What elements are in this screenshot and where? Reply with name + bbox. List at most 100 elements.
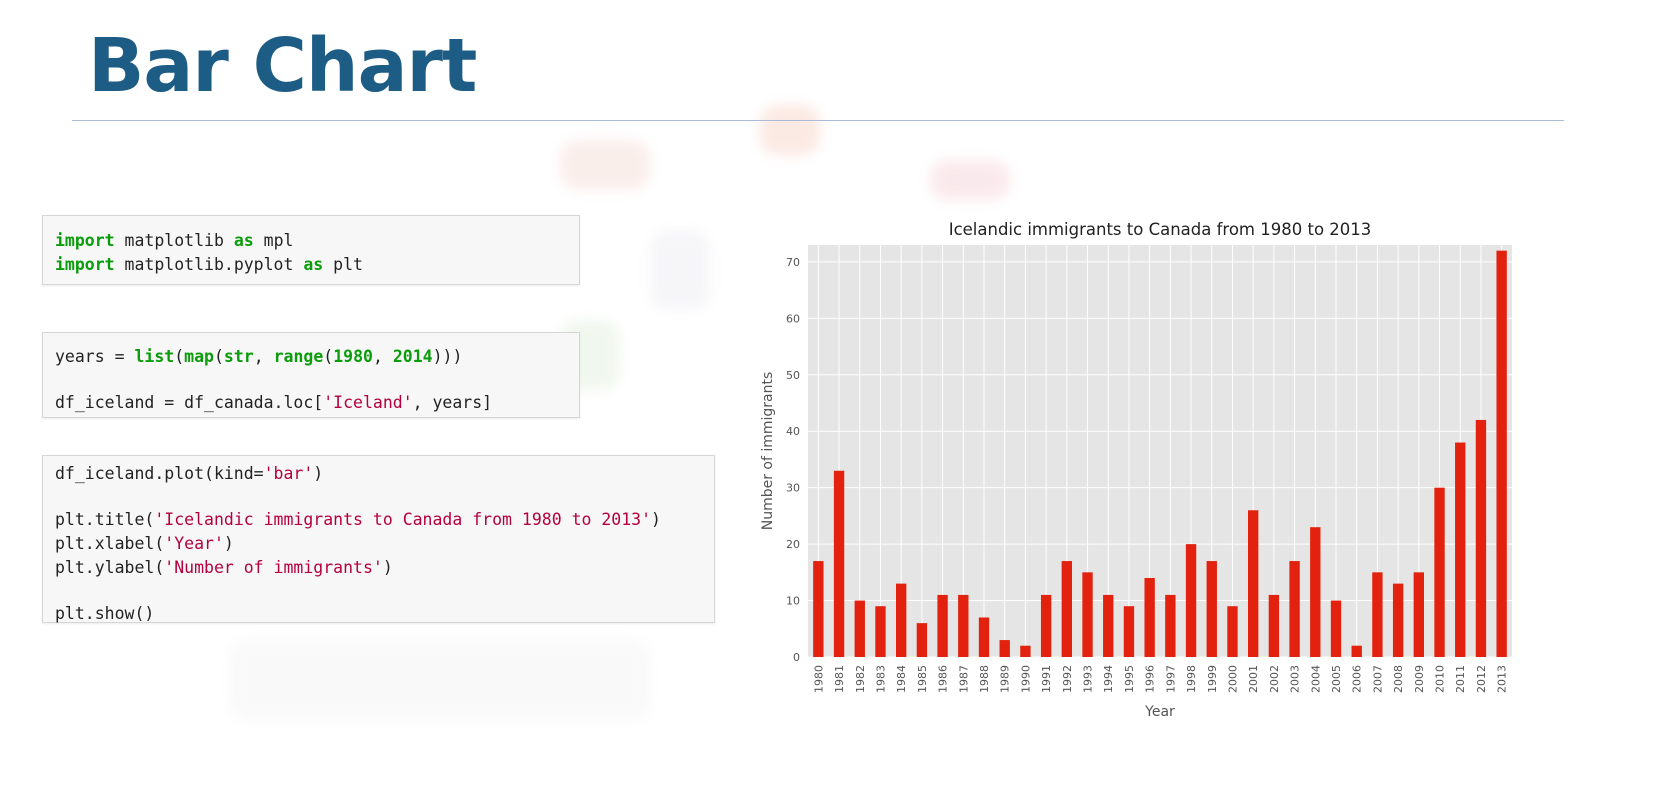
- bar: [1372, 572, 1383, 657]
- code-line: plt.show(): [55, 602, 702, 626]
- x-tick-label: 2009: [1413, 665, 1426, 693]
- bar: [1268, 594, 1280, 657]
- x-tick-label: 1986: [937, 665, 950, 693]
- code-token: plt.xlabel(: [55, 534, 165, 553]
- y-tick-label: 60: [786, 312, 800, 325]
- y-tick-label: 50: [786, 369, 800, 382]
- background-decoration: [560, 140, 650, 190]
- x-tick-label: 2010: [1434, 665, 1447, 693]
- x-tick-label: 2003: [1289, 665, 1302, 693]
- x-tick-label: 2001: [1247, 665, 1260, 693]
- code-line: df_iceland = df_canada.loc['Iceland', ye…: [55, 391, 567, 415]
- code-token: import: [55, 231, 115, 250]
- plot-area: [808, 245, 1512, 657]
- x-tick-label: 1993: [1082, 665, 1095, 693]
- bar: [1020, 645, 1031, 657]
- x-tick-label: 1988: [978, 665, 991, 693]
- slide-title: Bar Chart: [88, 23, 477, 109]
- x-tick-label: 1983: [874, 665, 887, 693]
- code-token: as: [303, 255, 324, 274]
- bar: [1330, 600, 1342, 657]
- code-token: matplotlib.pyplot: [114, 255, 304, 274]
- code-cell-plot[interactable]: df_iceland.plot(kind='bar') plt.title('Ic…: [42, 455, 715, 623]
- bar: [1248, 510, 1259, 657]
- bar: [1165, 594, 1176, 657]
- y-tick-label: 30: [786, 482, 800, 495]
- code-cell-data-prep[interactable]: years = list(map(str, range(1980, 2014))…: [42, 332, 580, 418]
- x-tick-label: 1994: [1102, 665, 1115, 693]
- x-tick-label: 1991: [1040, 665, 1053, 693]
- code-token: ): [223, 534, 234, 553]
- bar: [1434, 487, 1445, 657]
- x-tick-label: 2002: [1268, 665, 1281, 693]
- bar: [1496, 250, 1507, 657]
- bar: [1351, 645, 1362, 657]
- bar: [1082, 572, 1093, 657]
- code-line: years = list(map(str, range(1980, 2014))…: [55, 345, 567, 369]
- bar: [1289, 561, 1300, 657]
- x-tick-label: 1981: [833, 665, 846, 693]
- bar: [1040, 594, 1052, 657]
- x-tick-label: 2007: [1371, 665, 1384, 693]
- background-decoration: [650, 230, 710, 310]
- bars: [813, 250, 1507, 657]
- code-body: df_iceland.plot(kind='bar') plt.title('Ic…: [55, 462, 702, 626]
- code-token: ,: [372, 347, 393, 366]
- x-tick-label: 1996: [1144, 665, 1157, 693]
- code-token: str: [223, 347, 254, 366]
- bar: [1310, 527, 1321, 657]
- bar: [937, 594, 948, 657]
- code-token: df_iceland = df_canada.loc[: [55, 393, 324, 412]
- code-token: , years]: [412, 393, 493, 412]
- bar: [1144, 577, 1155, 657]
- bar: [1392, 583, 1404, 657]
- x-tick-label: 2008: [1392, 665, 1405, 693]
- code-token: 'Year': [164, 534, 224, 553]
- x-tick-label: 1980: [812, 665, 825, 693]
- bar: [833, 470, 845, 657]
- code-token: 2014: [392, 347, 433, 366]
- bar: [875, 606, 886, 657]
- code-token: 'bar': [263, 464, 314, 483]
- code-token: ): [382, 558, 393, 577]
- code-token: ): [313, 464, 324, 483]
- code-token: matplotlib: [114, 231, 234, 250]
- bar: [1227, 606, 1238, 657]
- code-body: years = list(map(str, range(1980, 2014))…: [55, 345, 567, 415]
- bar: [1455, 442, 1466, 657]
- bar: [1185, 544, 1197, 657]
- x-tick-label: 2011: [1454, 665, 1467, 693]
- y-tick-label: 70: [786, 256, 800, 269]
- x-tick-label: 1982: [854, 665, 867, 693]
- y-tick-label: 10: [786, 595, 800, 608]
- x-tick-label: 1989: [999, 665, 1012, 693]
- code-token: 'Number of immigrants': [164, 558, 383, 577]
- background-decoration: [230, 640, 650, 720]
- x-tick-label: 1990: [1019, 665, 1032, 693]
- code-token: ): [651, 510, 661, 529]
- background-decoration: [930, 160, 1010, 200]
- code-token: 1980: [333, 347, 373, 366]
- x-tick-label: 2012: [1475, 665, 1488, 693]
- bar: [1475, 419, 1487, 657]
- bar: [978, 617, 990, 657]
- code-line: df_iceland.plot(kind='bar'): [55, 462, 702, 486]
- y-axis-ticks: 0 10 20 30 40 50 60 70: [786, 256, 800, 664]
- code-token: 'Icelandic immigrants to Canada from 198…: [154, 510, 652, 529]
- x-tick-label: 1987: [957, 665, 970, 693]
- x-tick-label: 2000: [1226, 665, 1239, 693]
- code-cell-imports[interactable]: import matplotlib as mpl import matplotli…: [42, 215, 580, 285]
- x-tick-label: 1984: [895, 665, 908, 693]
- bar: [896, 583, 907, 657]
- code-token: (: [213, 347, 224, 366]
- code-token: as: [233, 231, 254, 250]
- bar: [1206, 561, 1217, 657]
- code-token: (: [174, 347, 185, 366]
- code-line: plt.xlabel('Year'): [55, 532, 702, 556]
- bar: [999, 640, 1010, 657]
- code-line: plt.ylabel('Number of immigrants'): [55, 556, 702, 580]
- bar: [813, 561, 824, 657]
- code-token: 'Iceland': [323, 393, 413, 412]
- bar: [1103, 594, 1114, 657]
- code-token: range: [273, 347, 324, 366]
